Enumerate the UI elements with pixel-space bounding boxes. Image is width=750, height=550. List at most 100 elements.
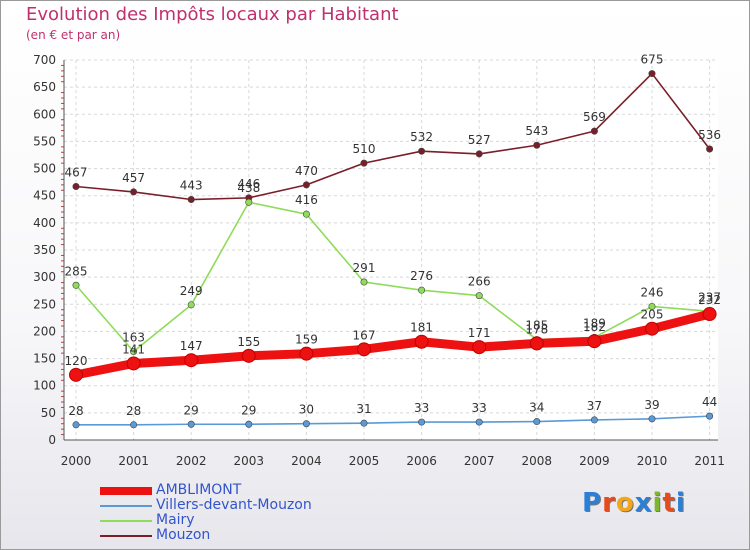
point-villers-devant-mouzon [706, 412, 714, 420]
point-mouzon [72, 182, 80, 190]
point-villers-devant-mouzon [475, 418, 483, 426]
point-mairy [648, 302, 656, 310]
point-mouzon [706, 145, 714, 153]
y-tick-label: 50 [41, 406, 56, 420]
data-label-mairy: 285 [65, 264, 88, 278]
point-villers-devant-mouzon [533, 418, 541, 426]
point-mairy [475, 292, 483, 300]
data-label-mairy: 246 [641, 285, 664, 299]
data-label-mouzon: 536 [698, 128, 721, 142]
data-label-mouzon: 569 [583, 110, 606, 124]
point-villers-devant-mouzon [187, 420, 195, 428]
point-mouzon [475, 150, 483, 158]
y-tick-label: 550 [33, 134, 56, 148]
point-mouzon [187, 196, 195, 204]
x-tick-label: 2004 [291, 454, 322, 468]
point-villers-devant-mouzon [360, 419, 368, 427]
data-label-mouzon: 532 [410, 130, 433, 144]
point-mouzon [648, 70, 656, 78]
data-label-villers-devant-mouzon: 34 [529, 401, 544, 415]
data-label-villers-devant-mouzon: 29 [241, 403, 256, 417]
series-line-mouzon [75, 72, 711, 201]
data-label-mairy: 291 [353, 261, 376, 275]
data-label-amblimont: 181 [410, 321, 433, 335]
y-tick-label: 300 [33, 270, 56, 284]
data-label-villers-devant-mouzon: 29 [184, 403, 199, 417]
data-label-mouzon: 527 [468, 133, 491, 147]
point-mouzon [418, 147, 426, 155]
data-label-mairy: 185 [525, 319, 548, 333]
point-amblimont [299, 346, 314, 361]
point-amblimont [529, 336, 544, 351]
proxiti-logo: Proxiti [582, 488, 686, 518]
data-label-amblimont: 120 [65, 354, 88, 368]
point-amblimont [472, 340, 487, 355]
y-tick-label: 200 [33, 324, 56, 338]
series-line-amblimont [71, 309, 715, 380]
point-amblimont [702, 307, 717, 322]
data-label-villers-devant-mouzon: 39 [644, 398, 659, 412]
point-villers-devant-mouzon [418, 418, 426, 426]
data-label-mouzon: 443 [180, 179, 203, 193]
data-label-mouzon: 543 [525, 124, 548, 138]
point-amblimont [184, 353, 199, 368]
y-tick-label: 400 [33, 216, 56, 230]
x-tick-label: 2007 [464, 454, 495, 468]
point-mouzon [302, 181, 310, 189]
legend-label-mouzon: Mouzon [156, 527, 211, 543]
point-villers-devant-mouzon [72, 421, 80, 429]
data-label-mairy: 276 [410, 269, 433, 283]
data-label-mouzon: 675 [641, 53, 664, 67]
legend-label-amblimont: AMBLIMONT [156, 482, 242, 498]
legend-swatch-villers [100, 505, 152, 507]
data-label-amblimont: 167 [353, 328, 376, 342]
y-tick-label: 250 [33, 297, 56, 311]
chart-subtitle: (en € et par an) [26, 28, 121, 42]
data-label-amblimont: 141 [122, 342, 145, 356]
data-label-villers-devant-mouzon: 37 [587, 399, 602, 413]
point-mairy [418, 286, 426, 294]
x-tick-label: 2000 [61, 454, 92, 468]
y-tick-label: 350 [33, 243, 56, 257]
point-amblimont [587, 334, 602, 349]
point-amblimont [69, 367, 83, 382]
point-amblimont [645, 321, 659, 336]
point-villers-devant-mouzon [245, 420, 253, 428]
x-tick-label: 2009 [579, 454, 610, 468]
point-villers-devant-mouzon [302, 420, 310, 428]
point-mairy [187, 301, 195, 309]
legend-label-villers: Villers-devant-Mouzon [156, 497, 312, 513]
data-label-mouzon: 457 [122, 171, 145, 185]
series-line-mairy [75, 201, 711, 353]
data-label-mouzon: 510 [353, 142, 376, 156]
point-mouzon [590, 127, 598, 135]
data-label-mairy: 249 [180, 284, 203, 298]
legend-swatch-mairy [100, 520, 152, 522]
y-tick-label: 650 [33, 80, 56, 94]
point-mairy [245, 198, 253, 206]
data-label-mairy: 416 [295, 193, 318, 207]
y-tick-label: 600 [33, 107, 56, 121]
data-label-mouzon: 467 [65, 165, 88, 179]
legend-swatch-mouzon [100, 535, 152, 537]
y-tick-label: 0 [48, 433, 56, 447]
x-tick-label: 2010 [637, 454, 668, 468]
data-label-amblimont: 147 [180, 339, 203, 353]
data-label-villers-devant-mouzon: 28 [68, 404, 83, 418]
data-label-villers-devant-mouzon: 31 [356, 402, 371, 416]
point-villers-devant-mouzon [130, 421, 138, 429]
point-mairy [130, 348, 138, 356]
y-tick-label: 100 [33, 379, 56, 393]
data-label-villers-devant-mouzon: 33 [414, 401, 429, 415]
series-line-villers-devant-mouzon [75, 415, 711, 426]
legend-label-mairy: Mairy [156, 512, 195, 528]
x-tick-label: 2011 [694, 454, 725, 468]
point-villers-devant-mouzon [648, 415, 656, 423]
data-label-amblimont: 232 [698, 293, 721, 307]
y-tick-label: 150 [33, 352, 56, 366]
data-label-amblimont: 182 [583, 320, 606, 334]
y-tick-label: 500 [33, 162, 56, 176]
data-label-villers-devant-mouzon: 44 [702, 395, 717, 409]
x-tick-label: 2003 [234, 454, 265, 468]
